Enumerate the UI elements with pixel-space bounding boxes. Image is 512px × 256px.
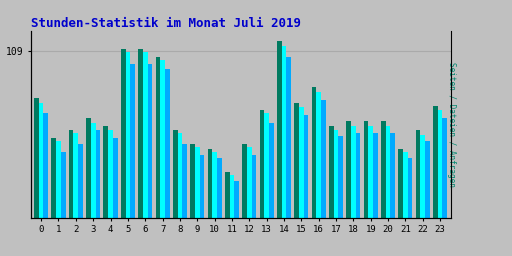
Bar	[56, 141, 61, 218]
Bar	[316, 92, 321, 218]
Bar	[217, 158, 222, 218]
Bar	[286, 57, 291, 218]
Bar	[338, 136, 343, 218]
Bar	[294, 103, 299, 218]
Bar	[74, 133, 78, 218]
Bar	[438, 110, 442, 218]
Bar	[242, 144, 247, 218]
Bar	[386, 126, 391, 218]
Bar	[121, 49, 125, 218]
Bar	[143, 52, 147, 218]
Bar	[165, 69, 169, 218]
Bar	[442, 118, 447, 218]
Bar	[433, 106, 438, 218]
Bar	[252, 155, 257, 218]
Bar	[373, 133, 378, 218]
Bar	[138, 49, 143, 218]
Bar	[299, 107, 304, 218]
Bar	[269, 123, 274, 218]
Bar	[416, 130, 420, 218]
Bar	[260, 110, 264, 218]
Bar	[282, 46, 286, 218]
Bar	[190, 144, 195, 218]
Bar	[351, 126, 356, 218]
Text: Stunden-Statistik im Monat Juli 2019: Stunden-Statistik im Monat Juli 2019	[31, 17, 301, 29]
Bar	[195, 147, 200, 218]
Bar	[247, 147, 252, 218]
Bar	[229, 175, 234, 218]
Bar	[51, 138, 56, 218]
Bar	[398, 149, 403, 218]
Bar	[178, 133, 182, 218]
Bar	[420, 135, 425, 218]
Bar	[103, 126, 108, 218]
Bar	[160, 60, 165, 218]
Bar	[108, 130, 113, 218]
Bar	[277, 41, 282, 218]
Bar	[264, 113, 269, 218]
Bar	[86, 118, 91, 218]
Bar	[347, 121, 351, 218]
Bar	[364, 121, 369, 218]
Bar	[391, 133, 395, 218]
Y-axis label: Seiten / Dateien / Anfragen: Seiten / Dateien / Anfragen	[447, 62, 456, 187]
Bar	[312, 87, 316, 218]
Bar	[125, 52, 130, 218]
Bar	[173, 130, 178, 218]
Bar	[334, 130, 338, 218]
Bar	[69, 130, 74, 218]
Bar	[96, 130, 100, 218]
Bar	[130, 65, 135, 218]
Bar	[61, 152, 66, 218]
Bar	[44, 113, 48, 218]
Bar	[200, 155, 204, 218]
Bar	[78, 144, 83, 218]
Bar	[34, 98, 39, 218]
Bar	[113, 138, 118, 218]
Bar	[408, 158, 413, 218]
Bar	[403, 152, 408, 218]
Bar	[425, 141, 430, 218]
Bar	[356, 133, 360, 218]
Bar	[156, 57, 160, 218]
Bar	[304, 115, 308, 218]
Bar	[329, 126, 334, 218]
Bar	[369, 126, 373, 218]
Bar	[225, 172, 229, 218]
Bar	[182, 144, 187, 218]
Bar	[39, 103, 44, 218]
Bar	[147, 65, 152, 218]
Bar	[212, 152, 217, 218]
Bar	[207, 149, 212, 218]
Bar	[234, 181, 239, 218]
Bar	[381, 121, 386, 218]
Bar	[91, 123, 96, 218]
Bar	[321, 100, 326, 218]
